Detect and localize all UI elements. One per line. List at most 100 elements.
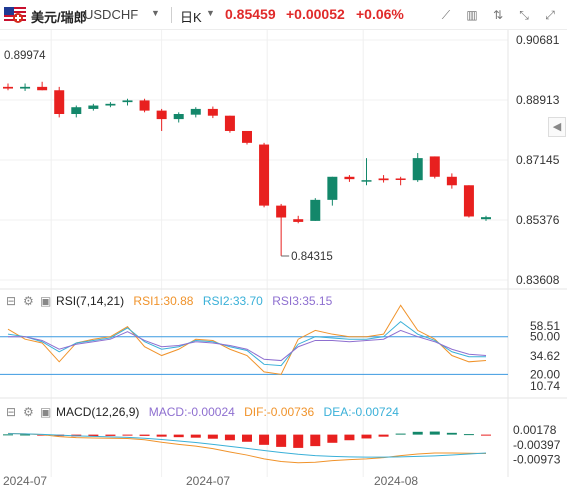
candle-body	[361, 180, 372, 182]
macd-histogram-bar	[105, 434, 116, 436]
rsi1-value: RSI1:30.88	[133, 294, 194, 308]
macd-axis-label: -0.00397	[513, 438, 561, 452]
rsi-legend: ⊟ ⚙ ▣ RSI(7,14,21) RSI1:30.88 RSI2:33.70…	[4, 294, 332, 308]
macd-histogram-bar	[276, 434, 287, 447]
rsi2-line	[7, 320, 486, 367]
macd-histogram-bar	[310, 434, 321, 447]
price-chart[interactable]: 0.90681 0.88913 0.87145 0.85376 0.83608 0.899…	[0, 30, 567, 492]
price-axis-label: 0.88913	[516, 93, 560, 107]
rsi3-value: RSI3:35.15	[272, 294, 333, 308]
candle-body	[276, 205, 287, 218]
candle-body	[481, 217, 491, 220]
timeframe-selector[interactable]: 日K	[180, 10, 202, 25]
macd-series	[3, 431, 491, 464]
low-price-marker: 0.84315	[291, 251, 333, 263]
candle-body	[293, 219, 304, 222]
macd-histogram-bar	[412, 431, 423, 435]
candle-body	[88, 105, 99, 109]
side-panel-toggle-icon[interactable]: ◀	[548, 117, 566, 137]
divider	[171, 7, 172, 23]
candle-body	[105, 103, 116, 106]
collapse-icon[interactable]: ⊟	[5, 294, 17, 308]
candle-body	[327, 176, 338, 200]
macd-histogram-bar	[242, 434, 252, 442]
candle-body	[224, 115, 235, 131]
info-icon[interactable]: ▣	[40, 405, 52, 419]
price-change-percent: +0.06%	[356, 6, 404, 22]
chart-type-icon[interactable]: ▥	[466, 8, 478, 22]
candle-body	[412, 158, 423, 181]
symbol-code[interactable]: USDCHF	[84, 7, 139, 22]
symbol-name[interactable]: 美元/瑞郎	[31, 10, 87, 25]
candle-body	[259, 144, 270, 206]
candlestick-series	[3, 81, 491, 256]
price-change: +0.00052	[286, 6, 345, 22]
candle-body	[122, 100, 133, 103]
grid-lines	[0, 30, 567, 477]
candle-body	[190, 108, 201, 115]
settings-icon[interactable]: ⚙	[22, 405, 34, 419]
indicator-icon[interactable]: ⟋	[441, 8, 451, 22]
chevron-down-icon[interactable]: ▼	[151, 8, 160, 18]
rsi-axis-label: 50.00	[530, 330, 560, 344]
time-axis-label: 2024-07	[186, 474, 230, 488]
macd-histogram-bar	[463, 434, 474, 436]
last-price: 0.85459	[225, 6, 276, 22]
macd-histogram-bar	[224, 434, 235, 441]
time-axis-label: 2024-08	[374, 474, 418, 488]
candle-body	[378, 178, 389, 181]
top-toolbar: 美元/瑞郎 USDCHF ▼ 日K ▼ 0.85459 +0.00052 +0.…	[0, 0, 567, 30]
high-price-marker: 0.89974	[4, 50, 46, 62]
info-icon[interactable]: ▣	[40, 294, 52, 308]
macd-histogram-bar	[139, 434, 150, 436]
macd-histogram-bar	[190, 434, 201, 438]
axis-labels: 0.90681 0.88913 0.87145 0.85376 0.83608 0.899…	[3, 33, 561, 488]
macd-legend: ⊟ ⚙ ▣ MACD(12,26,9) MACD:-0.00024 DIF:-0…	[4, 405, 399, 419]
rsi-name: RSI(7,14,21)	[56, 294, 125, 308]
collapse-icon[interactable]: ⊟	[5, 405, 17, 419]
macd-histogram-bar	[327, 434, 338, 443]
macd-histogram-bar	[20, 434, 31, 436]
macd-histogram-bar	[173, 434, 184, 438]
candle-body	[37, 86, 48, 91]
time-axis-label: 2024-07	[3, 474, 47, 488]
fullscreen-icon[interactable]: ⤢	[545, 8, 555, 22]
macd-histogram-bar	[429, 431, 440, 435]
candle-body	[395, 178, 406, 180]
macd-histogram-bar	[88, 434, 99, 437]
candle-body	[429, 156, 440, 177]
candle-body	[463, 185, 474, 217]
macd-histogram-bar	[446, 432, 457, 435]
dif-value: DIF:-0.00736	[244, 405, 315, 419]
settings-icon[interactable]: ⚙	[22, 294, 34, 308]
candle-body	[3, 86, 13, 89]
compare-icon[interactable]: ⇅	[492, 8, 504, 22]
macd-histogram-bar	[361, 434, 372, 439]
price-axis-label: 0.85376	[516, 213, 560, 227]
macd-name: MACD(12,26,9)	[56, 405, 140, 419]
candle-body	[310, 199, 321, 221]
crosshair-icon[interactable]: ⤡	[519, 8, 529, 22]
macd-axis-label: -0.00973	[513, 452, 561, 466]
candle-body	[139, 100, 150, 111]
rsi-axis-label: 58.51	[530, 319, 560, 333]
rsi1-line	[7, 304, 487, 375]
macd-histogram-bar	[481, 434, 491, 436]
macd-axis-label: 0.00178	[513, 423, 557, 437]
candle-body	[207, 108, 218, 116]
chevron-down-icon[interactable]: ▼	[206, 8, 215, 18]
macd-histogram-bar	[207, 434, 218, 439]
price-axis-label: 0.83608	[516, 273, 560, 287]
macd-histogram-bar	[344, 434, 355, 441]
dea-line	[7, 433, 487, 458]
macd-histogram-bar	[395, 433, 406, 435]
candle-body	[54, 90, 65, 115]
dif-line	[7, 432, 487, 464]
us-flag-icon	[4, 7, 26, 23]
rsi3-line	[8, 329, 487, 362]
rsi-series	[0, 304, 508, 375]
rsi2-value: RSI2:33.70	[202, 294, 263, 308]
rsi-axis-label: 10.74	[530, 379, 560, 393]
macd-histogram-bar	[3, 434, 13, 436]
candle-body	[242, 130, 252, 143]
